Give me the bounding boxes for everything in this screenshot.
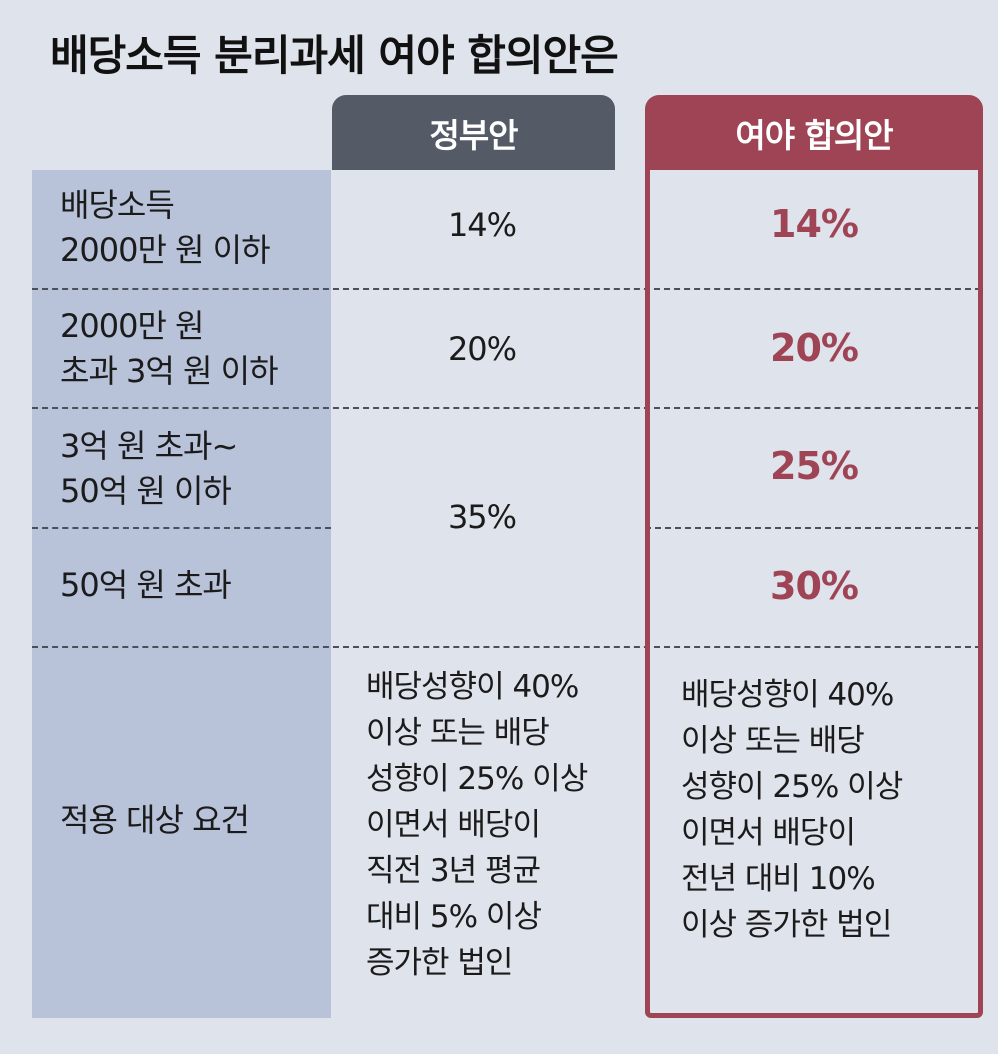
row-divider xyxy=(32,407,981,409)
agreement-column-header: 여야 합의안 xyxy=(645,95,983,170)
government-requirement: 배당성향이 40% 이상 또는 배당 성향이 25% 이상 이면서 배당이 직전… xyxy=(366,669,588,981)
agreement-rate-2: 20% xyxy=(770,326,859,370)
agreement-requirement: 배당성향이 40% 이상 또는 배당 성향이 25% 이상 이면서 배당이 전년… xyxy=(681,677,903,943)
agreement-column-frame xyxy=(645,170,983,1018)
row-divider xyxy=(32,527,331,529)
row-label-2: 2000만 원 초과 3억 원 이하 xyxy=(60,307,279,390)
table-body xyxy=(331,170,981,1018)
row-label-4: 50억 원 초과 xyxy=(60,566,232,604)
row-divider xyxy=(32,646,981,648)
row-label-1: 배당소득 2000만 원 이하 xyxy=(60,186,271,269)
government-column-header: 정부안 xyxy=(332,95,615,170)
government-rate-3: 35% xyxy=(447,498,517,536)
page-title: 배당소득 분리과세 여야 합의안은 xyxy=(50,31,619,80)
requirement-label: 적용 대상 요건 xyxy=(60,801,250,839)
label-column xyxy=(32,170,331,1018)
government-rate-1: 14% xyxy=(447,206,517,244)
agreement-rate-1: 14% xyxy=(770,202,859,246)
row-divider xyxy=(32,288,981,290)
government-rate-2: 20% xyxy=(447,330,517,368)
agreement-rate-4: 30% xyxy=(770,564,859,608)
row-label-3: 3억 원 초과~ 50억 원 이하 xyxy=(60,427,238,510)
agreement-rate-3: 25% xyxy=(770,444,859,488)
row-divider xyxy=(645,527,981,529)
